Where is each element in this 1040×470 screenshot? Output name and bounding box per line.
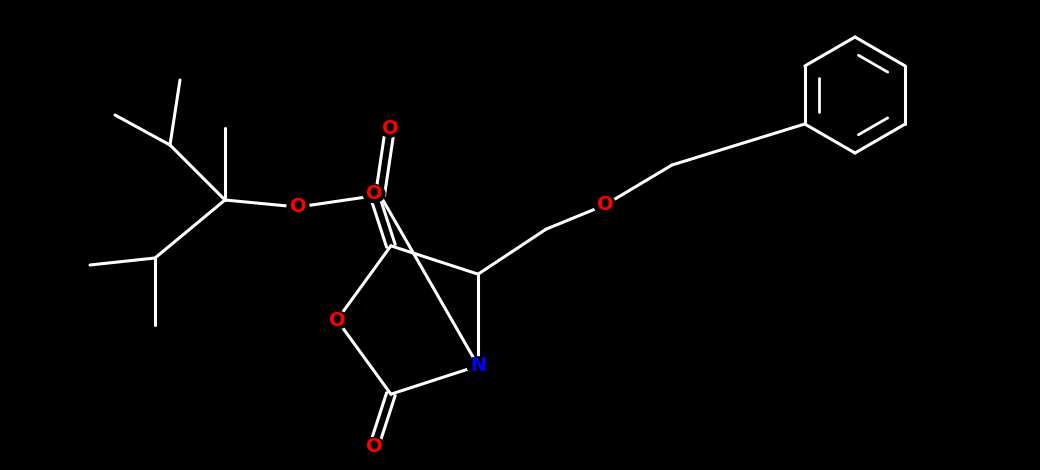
- Text: O: O: [366, 437, 383, 456]
- Text: O: O: [290, 197, 307, 217]
- Ellipse shape: [363, 438, 385, 455]
- Ellipse shape: [287, 198, 309, 216]
- Ellipse shape: [379, 119, 401, 137]
- Text: O: O: [597, 196, 614, 214]
- Text: O: O: [366, 184, 383, 203]
- Text: O: O: [382, 118, 398, 138]
- Text: N: N: [470, 356, 487, 376]
- Text: O: O: [329, 311, 345, 329]
- Ellipse shape: [467, 357, 489, 375]
- Ellipse shape: [363, 185, 385, 203]
- Ellipse shape: [326, 311, 348, 329]
- Ellipse shape: [594, 196, 616, 214]
